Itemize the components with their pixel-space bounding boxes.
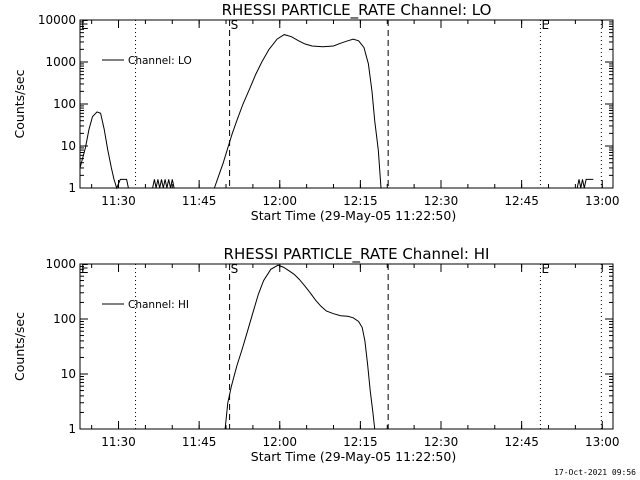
x-tick-label: 12:00 <box>262 435 297 449</box>
footer-timestamp: 17-Oct-2021 09:56 <box>554 468 636 477</box>
series-line <box>224 264 376 430</box>
y-tick-label: 10000 <box>38 13 76 27</box>
x-tick-label: 13:00 <box>585 194 620 208</box>
x-tick-label: 12:30 <box>424 194 459 208</box>
x-axis-label: Start Time (29-May-05 11:22:50) <box>251 449 456 464</box>
x-tick-label: 12:15 <box>343 194 378 208</box>
marker-label: E <box>541 262 549 276</box>
series-line <box>79 111 129 190</box>
x-tick-label: 12:00 <box>262 194 297 208</box>
y-tick-label: 1 <box>68 422 76 436</box>
y-tick-label: 1 <box>68 181 76 195</box>
marker-label: S <box>231 262 239 276</box>
y-tick-label: 100 <box>53 97 76 111</box>
panel-hi: RHESSI PARTICLE_RATE Channel: HI 1 10 100 10… <box>12 245 620 464</box>
x-tick-label: 11:30 <box>101 435 136 449</box>
y-tick-label: 1000 <box>45 257 76 271</box>
x-tick-label: 12:45 <box>504 435 539 449</box>
x-tick-label: 12:45 <box>504 194 539 208</box>
plot-frame <box>79 263 614 430</box>
y-tick-label: 100 <box>53 312 76 326</box>
legend-label: Channel: HI <box>128 299 189 311</box>
series-line <box>576 178 594 189</box>
y-tick-label: 10 <box>61 139 76 153</box>
x-tick-label: 11:30 <box>101 194 136 208</box>
x-tick-label: 12:30 <box>424 435 459 449</box>
legend-label: Channel: LO <box>128 55 192 67</box>
x-tick-label: 11:45 <box>182 435 217 449</box>
marker-label: S <box>231 18 239 32</box>
x-tick-label: 13:00 <box>585 435 620 449</box>
x-tick-label: 11:45 <box>182 194 217 208</box>
x-tick-label: 12:15 <box>343 435 378 449</box>
chart-title: RHESSI PARTICLE_RATE Channel: LO <box>222 1 492 20</box>
plot-frame <box>79 19 614 189</box>
series-line <box>152 179 175 189</box>
y-axis-label: Counts/sec <box>12 312 27 381</box>
series-line <box>213 34 382 189</box>
y-axis-label: Counts/sec <box>12 69 27 138</box>
y-tick-label: 1000 <box>45 55 76 69</box>
marker-label: E <box>541 18 549 32</box>
chart-title: RHESSI PARTICLE_RATE Channel: HI <box>224 245 490 264</box>
y-tick-label: 10 <box>61 367 76 381</box>
marker-label: E <box>81 262 89 276</box>
panel-lo: RHESSI PARTICLE_RATE Channel: LO 1 10 100 10… <box>12 1 620 223</box>
marker-label: E <box>81 18 89 32</box>
x-axis-label: Start Time (29-May-05 11:22:50) <box>251 208 456 223</box>
